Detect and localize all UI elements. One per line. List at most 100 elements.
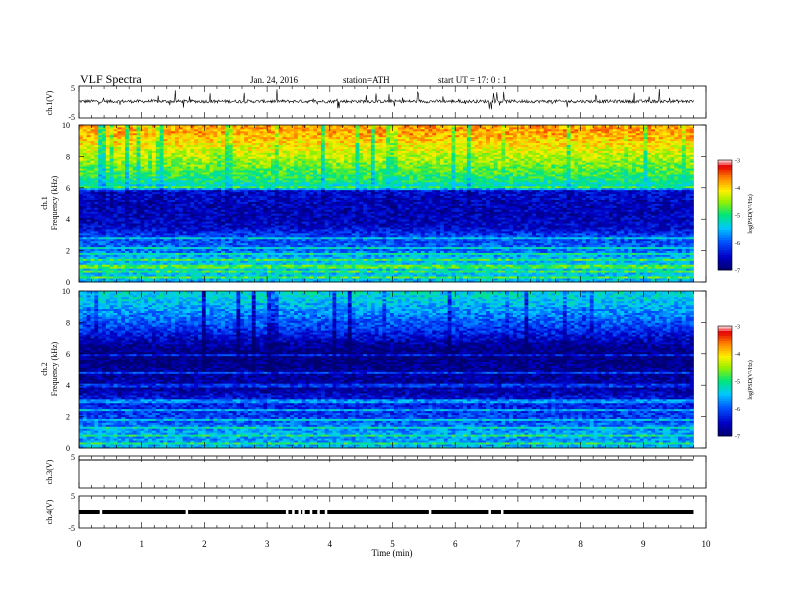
spectrogram-cell — [125, 132, 130, 136]
spectrogram-cell — [128, 128, 134, 132]
spectrogram-cell — [136, 219, 141, 222]
spectrogram-cell — [105, 238, 111, 242]
spectrogram-cell — [102, 276, 107, 279]
spectrogram-cell — [151, 166, 157, 169]
spectrogram-cell — [201, 274, 207, 277]
spectrogram-cell — [213, 280, 218, 283]
spectrogram-cell — [90, 185, 95, 189]
spectrogram-cell — [148, 160, 153, 163]
spectrogram-cell — [144, 179, 149, 183]
spectrogram-cell — [186, 201, 191, 204]
spectrogram-cell — [186, 203, 191, 206]
spectrogram-cell — [224, 177, 230, 181]
spectrogram-cell — [98, 280, 103, 283]
spectrogram-cell — [125, 270, 130, 273]
spectrogram-cell — [105, 236, 111, 240]
spectrogram-cell — [221, 215, 226, 218]
spectrogram-cell — [178, 234, 184, 238]
spectrogram-cell — [178, 158, 184, 161]
spectrogram-cell — [213, 246, 218, 250]
spectrogram-cell — [224, 132, 230, 136]
spectrogram-cell — [159, 191, 164, 195]
spectrogram-cell — [175, 213, 180, 216]
spectrogram-cell — [102, 213, 107, 216]
spectrogram-cell — [121, 211, 126, 214]
spectrogram-cell — [128, 166, 134, 169]
ch1-waveform-line — [79, 88, 694, 110]
spectrogram-cell — [82, 128, 88, 132]
spectrogram-cell — [155, 170, 161, 173]
spectrogram-cell — [171, 215, 176, 218]
spectrogram-cell — [194, 193, 199, 197]
spectrogram-cell — [121, 126, 126, 130]
spectrogram-cell — [190, 154, 195, 157]
spectrogram-cell — [136, 158, 141, 161]
spectrogram-cell — [171, 260, 176, 263]
spectrogram-cell — [213, 254, 218, 257]
spectrogram-cell — [209, 246, 214, 250]
spectrogram-cell — [213, 156, 218, 159]
spectrogram-cell — [144, 138, 149, 142]
spectrogram-cell — [113, 126, 118, 130]
spectrogram-cell — [221, 189, 226, 193]
spectrogram-cell — [178, 268, 184, 271]
spectrogram-cell — [132, 197, 138, 200]
spectrogram-cell — [144, 232, 149, 236]
spectrogram-cell — [151, 164, 157, 167]
spectrogram-cell — [205, 158, 210, 161]
spectrogram-cell — [98, 148, 103, 151]
spectrogram-cell — [163, 260, 168, 263]
spectrogram-cell — [102, 166, 107, 169]
spectrogram-cell — [121, 179, 126, 183]
spectrogram-cell — [198, 195, 203, 199]
spectrogram-cell — [209, 264, 214, 267]
spectrogram-cell — [201, 280, 207, 283]
spectrogram-cell — [132, 144, 138, 147]
spectrogram-cell — [198, 136, 203, 140]
spectrogram-cell — [175, 187, 180, 191]
spectrogram-cell — [94, 232, 99, 236]
spectrogram-cell — [213, 140, 218, 144]
spectrogram-cell — [175, 272, 180, 275]
spectrogram-cell — [209, 217, 214, 220]
spectrogram-cell — [151, 174, 157, 177]
spectrogram-cell — [132, 280, 138, 283]
spectrogram-cell — [163, 142, 168, 146]
spectrogram-cell — [98, 166, 103, 169]
spectrogram-cell — [128, 160, 134, 163]
spectrogram-cell — [198, 223, 203, 226]
spectrogram-cell — [224, 256, 230, 259]
spectrogram-cell — [167, 246, 172, 250]
spectrogram-cell — [190, 142, 195, 146]
spectrogram-cell — [102, 252, 107, 255]
spectrogram-cell — [136, 238, 141, 242]
spectrogram-cell — [167, 266, 172, 269]
spectrogram-cell — [198, 205, 203, 208]
spectrogram-cell — [205, 238, 210, 242]
spectrogram-cell — [209, 215, 214, 218]
spectrogram-cell — [163, 150, 168, 153]
spectrogram-cell — [221, 256, 226, 259]
spectrogram-cell — [113, 209, 118, 212]
spectrogram-cell — [82, 183, 88, 187]
spectrogram-cell — [140, 205, 145, 208]
spectrogram-cell — [186, 176, 191, 179]
spectrogram-cell — [148, 201, 153, 204]
spectrogram-cell — [201, 232, 207, 236]
spectrogram-cell — [98, 138, 103, 142]
spectrogram-cell — [132, 215, 138, 218]
spectrogram-cell — [221, 170, 226, 173]
spectrogram-cell — [86, 164, 91, 167]
spectrogram-cell — [144, 183, 149, 187]
spectrogram-cell — [128, 266, 134, 269]
spectrogram-cell — [132, 232, 138, 236]
spectrogram-cell — [217, 191, 222, 195]
spectrogram-cell — [171, 252, 176, 255]
spectrogram-cell — [205, 276, 210, 279]
spectrogram-cell — [221, 148, 226, 151]
spectrogram-cell — [224, 278, 230, 281]
spectrogram-cell — [94, 197, 99, 200]
spectrogram-cell — [79, 244, 84, 248]
spectrogram-cell — [128, 126, 134, 130]
spectrogram-cell — [171, 225, 176, 228]
